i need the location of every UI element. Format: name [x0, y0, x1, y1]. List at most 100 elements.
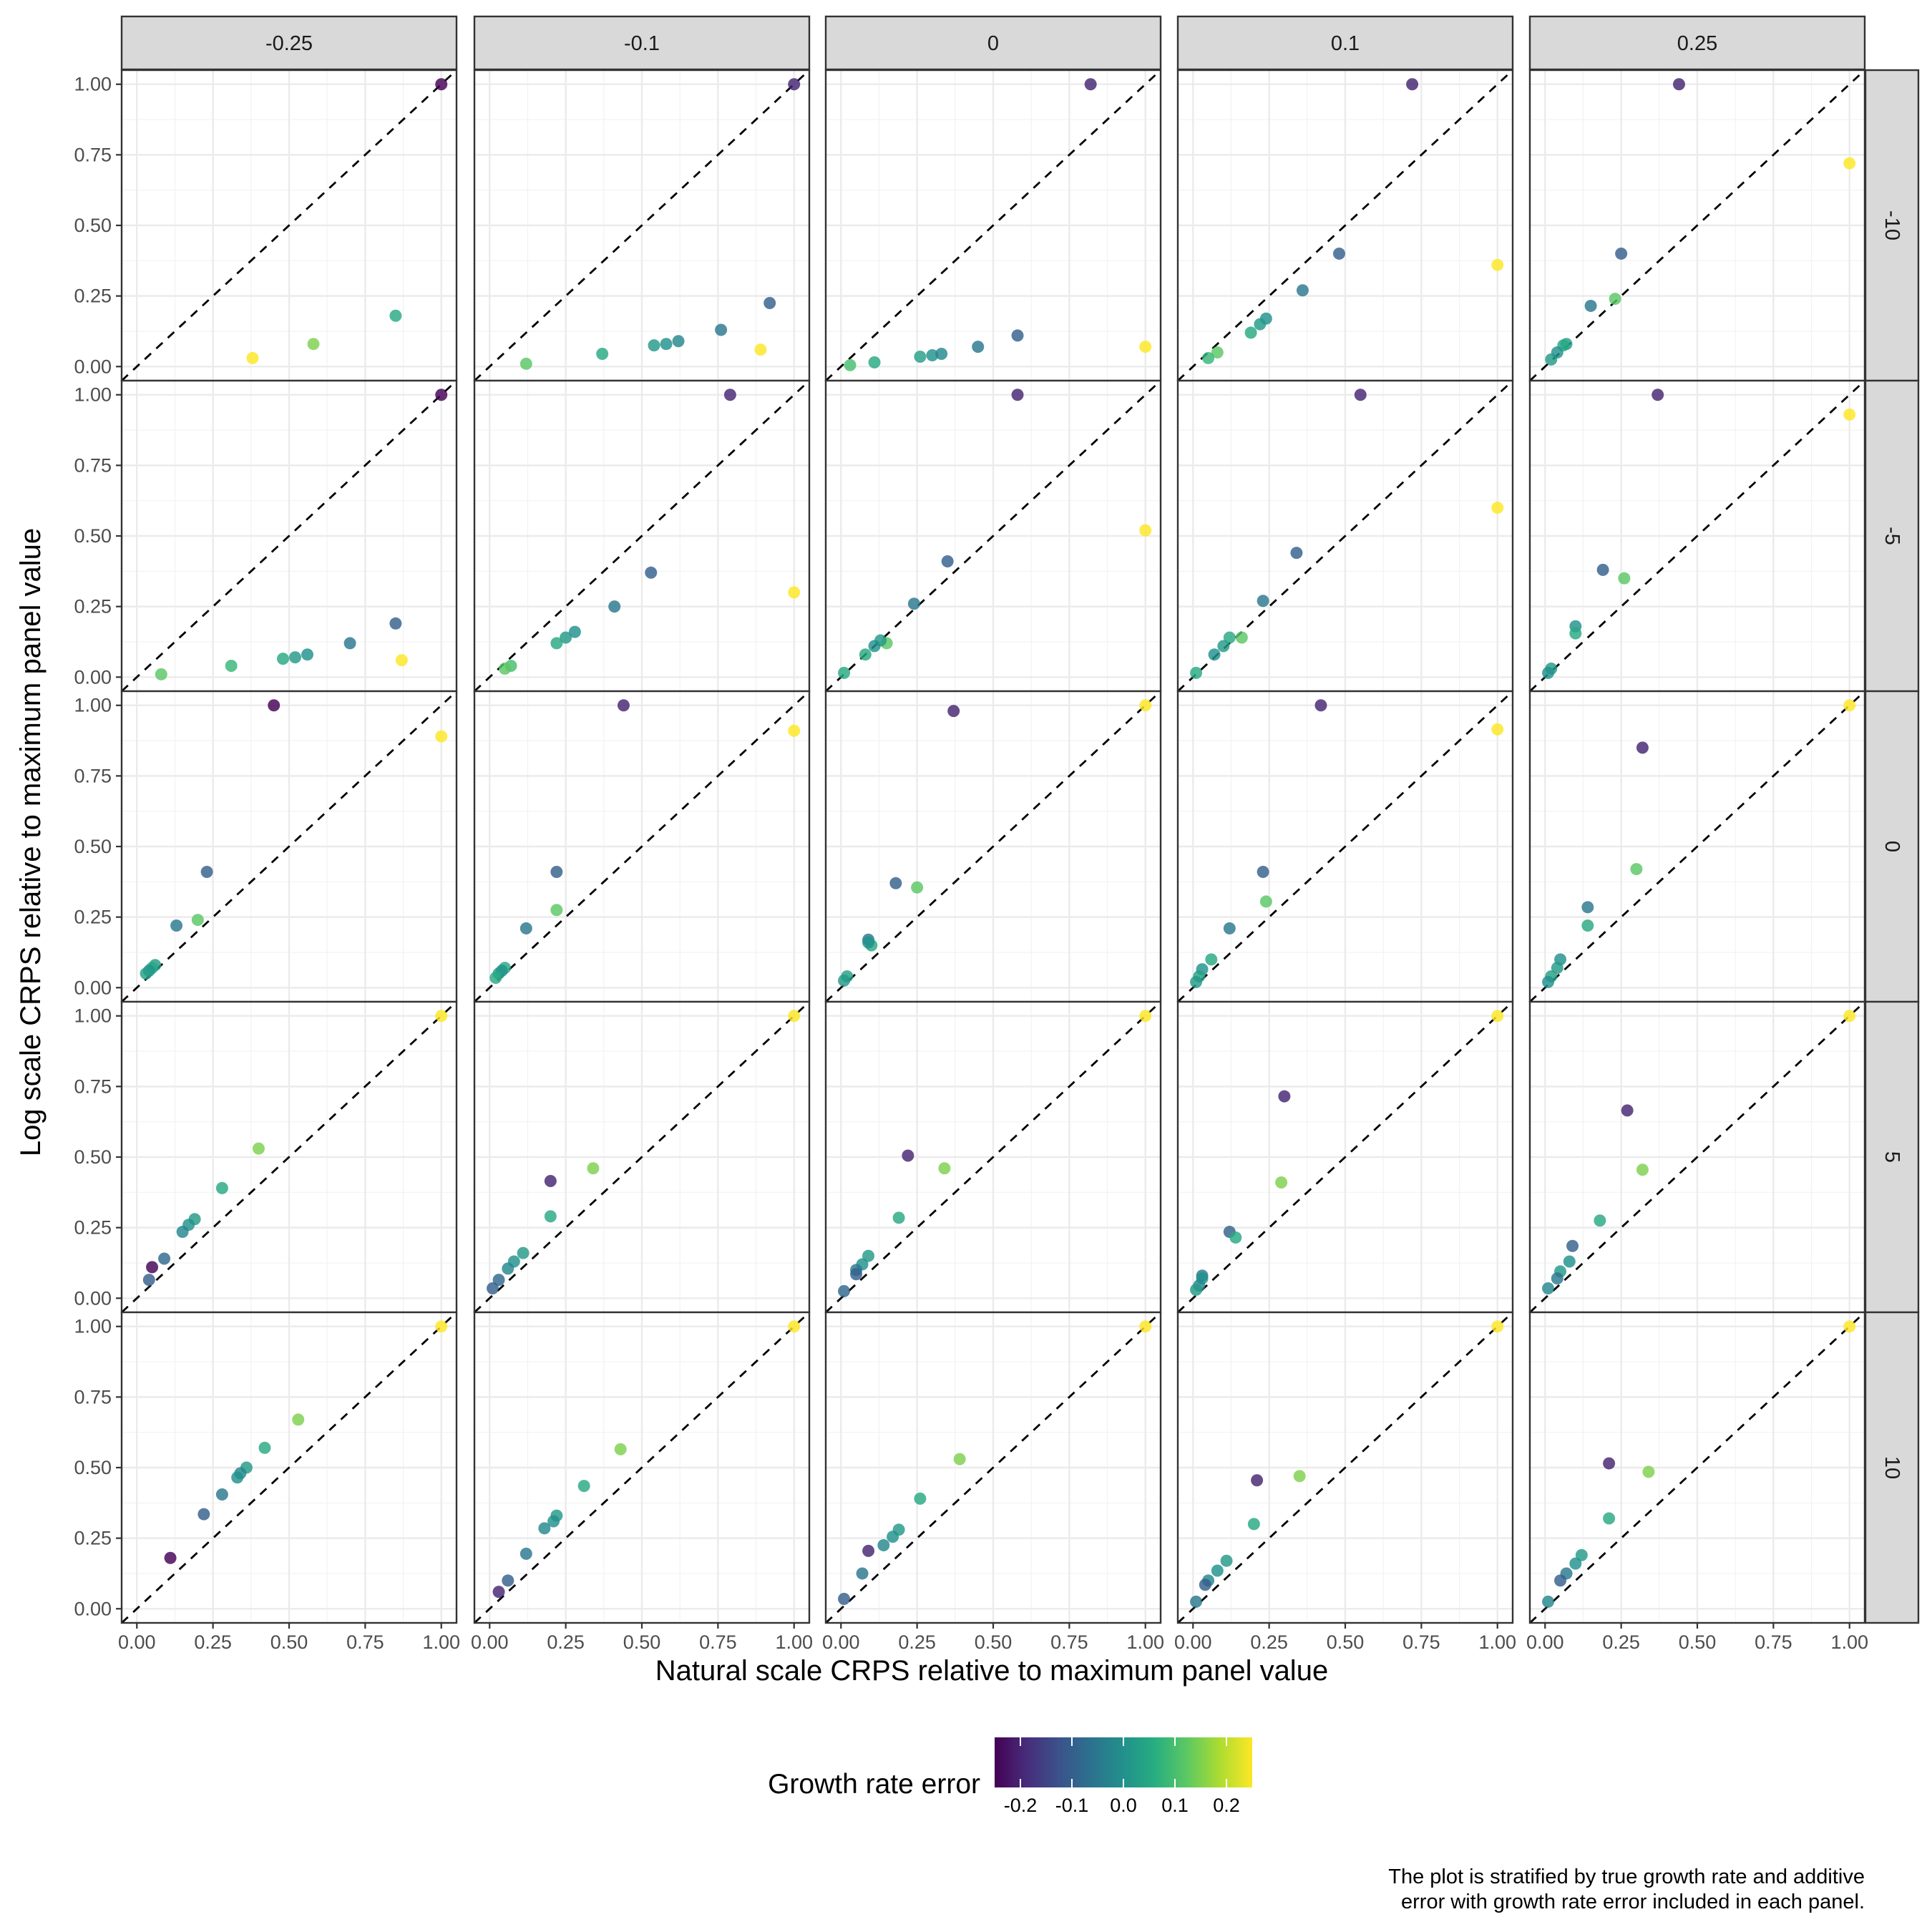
data-point: [1011, 329, 1024, 342]
data-point: [577, 1480, 590, 1493]
data-point: [838, 1592, 851, 1605]
data-point: [1545, 353, 1558, 366]
data-point: [1642, 1465, 1655, 1478]
panel-row0-col0: [824, 690, 1162, 1003]
panel-row0-col0.25: [1528, 690, 1866, 1003]
y-tick-label: 0.75: [74, 765, 112, 786]
x-tick-label: 0.75: [699, 1631, 737, 1653]
panel-row0-col-0.1: [473, 690, 811, 1003]
data-point: [1229, 1231, 1242, 1244]
data-point: [435, 78, 448, 91]
reference-line: [121, 1000, 457, 1314]
data-point: [258, 1441, 271, 1454]
x-tick-label: 0.00: [1526, 1631, 1564, 1653]
panel-row-5-col0.1: [1176, 379, 1514, 693]
reference-line: [825, 690, 1161, 1003]
data-point: [723, 389, 736, 401]
data-point: [1603, 1457, 1616, 1470]
data-point: [614, 1443, 627, 1455]
x-tick-label: 0.25: [194, 1631, 232, 1653]
data-point: [568, 625, 581, 638]
y-tick-label: 0.25: [74, 907, 112, 928]
data-point: [788, 586, 801, 599]
data-point: [1621, 1104, 1634, 1117]
y-tick-label: 0.50: [74, 1457, 112, 1478]
data-point: [389, 309, 402, 322]
data-point: [502, 1262, 514, 1275]
data-point: [1332, 247, 1345, 260]
data-point: [1275, 1176, 1288, 1189]
panel-row-5-col0: [824, 379, 1162, 693]
data-point: [1211, 1564, 1224, 1577]
data-point: [1190, 666, 1203, 679]
x-tick-label: 0.50: [1679, 1631, 1717, 1653]
reference-line: [1529, 690, 1865, 1003]
data-point: [1406, 78, 1419, 91]
row-strip-label: -10: [1880, 210, 1903, 240]
data-point: [343, 637, 356, 650]
x-tick-label: 0.00: [471, 1631, 509, 1653]
data-point: [176, 1226, 189, 1239]
caption-line-2: error with growth rate error included in…: [1401, 1890, 1865, 1913]
data-point: [1290, 547, 1303, 560]
row-strip-background: [1864, 1000, 1920, 1314]
data-point: [1542, 1595, 1555, 1608]
reference-line: [121, 690, 457, 1003]
panel-row10-col-0.25: [120, 1311, 458, 1624]
data-point: [938, 1162, 951, 1175]
x-tick-label: 1.00: [1126, 1631, 1164, 1653]
data-point: [838, 666, 851, 679]
data-point: [1615, 247, 1628, 260]
panel-row-5-col-0.1: [473, 379, 811, 693]
y-tick-label: 1.00: [74, 384, 112, 406]
data-point: [1569, 1557, 1582, 1570]
reference-line: [825, 379, 1161, 693]
x-tick-label: 0.75: [1755, 1631, 1792, 1653]
reference-line: [474, 1000, 810, 1314]
x-tick-label: 1.00: [1830, 1631, 1868, 1653]
data-point: [519, 922, 532, 935]
data-point: [1491, 1320, 1504, 1333]
data-point: [1491, 1010, 1504, 1023]
data-point: [859, 648, 872, 661]
panel-row5-col-0.1: [473, 1000, 811, 1314]
data-point: [914, 350, 927, 363]
row-strip-background: [1864, 1311, 1920, 1624]
data-point: [1254, 318, 1267, 331]
column-strip: 0.1: [1176, 15, 1514, 71]
data-point: [1314, 699, 1327, 712]
y-tick-label: 0.25: [74, 1217, 112, 1239]
x-tick-label: 0.50: [270, 1631, 308, 1653]
data-point: [850, 1268, 863, 1281]
reference-line: [1177, 69, 1513, 382]
data-point: [838, 974, 851, 987]
data-point: [544, 1175, 557, 1188]
reference-line: [474, 379, 810, 693]
data-point: [435, 1320, 448, 1333]
data-point: [1636, 1163, 1649, 1176]
data-point: [715, 323, 728, 336]
x-tick-label: 0.50: [623, 1631, 661, 1653]
data-point: [660, 338, 673, 351]
data-point: [862, 1249, 875, 1262]
data-point: [489, 971, 502, 984]
data-point: [1259, 895, 1272, 908]
reference-line: [1177, 690, 1513, 1003]
data-point: [1220, 1554, 1233, 1567]
data-point: [225, 659, 238, 672]
data-point: [1278, 1090, 1291, 1103]
data-point: [1603, 1512, 1616, 1525]
legend-tick-label: 0.0: [1110, 1795, 1137, 1816]
data-point: [892, 1211, 905, 1224]
data-point: [1672, 78, 1685, 91]
x-tick-label: 0.50: [1327, 1631, 1365, 1653]
data-point: [1190, 1595, 1203, 1608]
data-point: [868, 356, 881, 369]
x-tick-label: 0.75: [1402, 1631, 1440, 1653]
data-point: [587, 1162, 600, 1175]
x-tick-label: 0.25: [1250, 1631, 1288, 1653]
y-tick-label: 0.00: [74, 1287, 112, 1309]
reference-line: [825, 1311, 1161, 1624]
data-point: [926, 348, 939, 361]
